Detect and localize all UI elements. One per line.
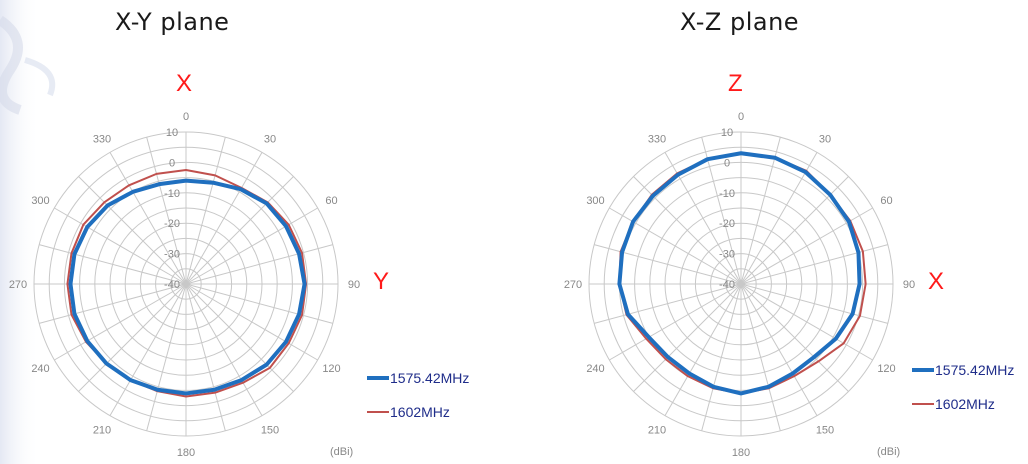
xz-angle-label: 0 [738,111,744,123]
xz-angle-label: 30 [819,134,831,146]
xz-grid-spoke [740,137,781,285]
xy-right-axis-letter: Y [373,268,390,295]
xz-grid-spoke [740,283,781,431]
xy-radial-tick-label: -40 [164,279,180,291]
xy-radial-tick-label: 0 [169,157,175,169]
xy-angle-label: 60 [325,195,337,207]
xz-grid-spoke [740,207,873,285]
xz-angle-label: 240 [586,363,604,375]
xy-grid-spoke [185,137,226,285]
xy-angle-label: 180 [177,447,195,459]
xz-angle-label: 150 [816,424,834,436]
xy-grid-spoke [185,283,294,392]
xy-grid-spoke [185,176,294,285]
xy-grid-spoke [185,283,226,431]
xz-angle-label: 300 [586,195,604,207]
xz-grid-spoke [701,283,742,431]
xz-plane-title: X-Z plane [680,8,800,36]
xy-grid-spoke [109,152,187,285]
xy-grid-spoke [146,137,187,285]
xy-series-line-2 [66,169,308,398]
xy-plane-title: X-Y plane [115,8,230,36]
xy-grid-spoke [39,283,187,324]
xy-angle-label: 330 [93,134,111,146]
xz-radial-tick-label: -40 [719,279,735,291]
xy-angle-label: 30 [264,134,276,146]
xz-grid [588,131,894,437]
xz-grid-spoke [594,283,742,324]
xz-grid-spoke [740,283,873,361]
xz-grid-spoke [740,283,849,392]
xy-angle-label: 210 [93,424,111,436]
xy-legend-label-2: 1602MHz [390,404,450,420]
xz-angle-label: 90 [903,279,915,291]
xz-grid-spoke [740,152,818,285]
xy-grid-spoke [146,283,187,431]
xy-grid-spoke [78,283,187,392]
background-decoration [0,0,56,464]
xy-radial-tick-label: -20 [164,218,180,230]
xz-radial-tick-label: -30 [719,249,735,261]
xy-angle-label: 240 [31,363,49,375]
xz-grid-spoke [701,137,742,285]
xy-top-axis-letter: X [176,70,193,97]
xz-angle-label: 330 [648,134,666,146]
xz-radial-tick-label: -10 [719,188,735,200]
xy-grid-spoke [185,152,263,285]
xz-legend-label-1: 1575.42MHz [935,362,1014,378]
xz-legend-label-2: 1602MHz [935,396,995,412]
xy-angle-label: 90 [348,279,360,291]
xy-series-line-1 [68,178,307,396]
xz-angle-label: 210 [648,424,666,436]
xy-radial-tick-label: 10 [166,127,178,139]
xz-radial-tick-label: 0 [724,157,730,169]
xz-grid-spoke [594,244,742,285]
xy-angle-label: 120 [322,363,340,375]
xz-grid-spoke [664,283,742,416]
xy-grid [33,131,339,437]
xy-legend-label-1: 1575.42MHz [390,370,469,386]
xz-grid-spoke [633,283,742,392]
xz-angle-label: 60 [880,195,892,207]
xy-angle-label: 300 [31,195,49,207]
xy-grid-spoke [39,244,187,285]
xy-grid-spoke [54,283,187,361]
xz-top-axis-letter: Z [728,70,743,97]
xy-grid-spoke [109,283,187,416]
xy-radial-tick-label: -10 [164,188,180,200]
xy-angle-label: 270 [9,279,27,291]
xz-angle-label: 180 [732,447,750,459]
xz-grid-spoke [740,283,888,324]
xy-radial-tick-label: -30 [164,249,180,261]
xz-angle-label: 270 [564,279,582,291]
xy-grid-spoke [54,207,187,285]
xz-grid-spoke [740,283,818,416]
xy-angle-label: 0 [183,111,189,123]
xz-series-line-2 [618,152,867,395]
xz-series-line-1 [617,151,862,396]
xz-unit-label: (dBi) [877,446,900,458]
xy-grid-spoke [185,283,263,416]
xz-grid-spoke [609,207,742,285]
xz-right-axis-letter: X [928,268,945,295]
xy-angle-label: 150 [261,424,279,436]
xy-grid-spoke [185,283,333,324]
xy-grid-spoke [78,176,187,285]
xy-unit-label: (dBi) [330,446,353,458]
xz-grid-spoke [609,283,742,361]
xz-radial-tick-label: 10 [721,127,733,139]
xy-grid-spoke [185,283,318,361]
xy-grid-spoke [185,207,318,285]
xz-radial-tick-label: -20 [719,218,735,230]
xy-grid-spoke [185,244,333,285]
xz-angle-label: 120 [877,363,895,375]
